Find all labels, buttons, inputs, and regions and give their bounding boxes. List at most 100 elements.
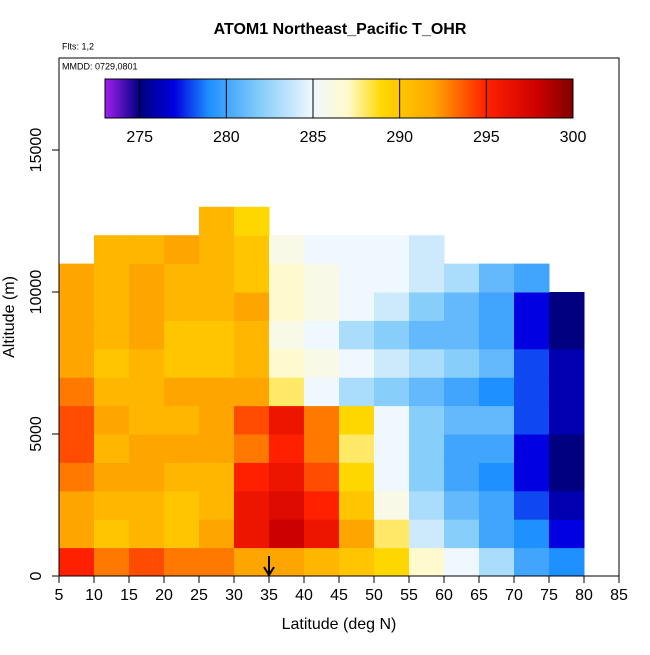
colorbar-tick-label: 295 (473, 129, 500, 146)
heatmap-cell (374, 320, 410, 350)
heatmap-cell (409, 434, 445, 463)
heatmap-cell (374, 263, 410, 293)
heatmap-cell (374, 235, 410, 265)
heatmap-cell (164, 519, 200, 549)
heatmap-cell (409, 292, 445, 321)
heatmap-cell (164, 263, 200, 293)
heatmap-cell (339, 462, 375, 492)
heatmap-cell (269, 235, 305, 265)
heatmap-cell (269, 405, 305, 435)
heatmap-cell (339, 348, 375, 378)
heatmap-cell (59, 434, 95, 463)
heatmap-cell (234, 462, 270, 492)
heatmap-cell (129, 519, 165, 549)
heatmap-cell (514, 462, 550, 492)
y-tick-label: 15000 (28, 128, 45, 173)
heatmap-cell (234, 490, 270, 520)
heatmap-cell (479, 405, 515, 435)
heatmap-cell (409, 547, 445, 577)
heatmap-cell (339, 377, 375, 407)
heatmap-cell (94, 348, 130, 378)
heatmap-cell (514, 292, 550, 321)
heatmap-cell (94, 490, 130, 520)
heatmap-cell (199, 235, 235, 265)
heatmap-cell (549, 320, 585, 350)
heatmap-cell (409, 519, 445, 549)
y-tick-label: 0 (28, 571, 45, 580)
x-tick-label: 80 (575, 587, 593, 604)
heatmap-cell (339, 320, 375, 350)
heatmap-cell (269, 320, 305, 350)
heatmap-cell (514, 547, 550, 577)
heatmap-cell (444, 263, 480, 293)
x-tick-label: 70 (505, 587, 523, 604)
heatmap-cell (164, 490, 200, 520)
heatmap-cell (164, 320, 200, 350)
annotation: Flts: 1,2 (62, 41, 94, 51)
heatmap-cell (269, 377, 305, 407)
heatmap-cell (59, 263, 95, 293)
x-tick-label: 55 (400, 587, 418, 604)
x-tick-label: 40 (295, 587, 313, 604)
heatmap-cell (514, 434, 550, 463)
heatmap-cell (374, 434, 410, 463)
heatmap-cell (129, 434, 165, 463)
heatmap-cell (94, 462, 130, 492)
heatmap-cell (409, 490, 445, 520)
x-tick-label: 45 (330, 587, 348, 604)
heatmap-cell (59, 490, 95, 520)
heatmap-cell (129, 263, 165, 293)
heatmap-cell (444, 519, 480, 549)
colorbar-tick-label: 300 (560, 129, 587, 146)
x-tick-label: 25 (190, 587, 208, 604)
heatmap-cell (199, 377, 235, 407)
heatmap-cell (269, 462, 305, 492)
heatmap-cell (234, 235, 270, 265)
heatmap-cell (479, 547, 515, 577)
heatmap-cell (374, 292, 410, 321)
heatmap-cell (199, 490, 235, 520)
heatmap-cell (549, 377, 585, 407)
heatmap-cell (164, 377, 200, 407)
heatmap-cell (514, 377, 550, 407)
heatmap-cell (444, 490, 480, 520)
colorbar-tick-label: 280 (213, 129, 240, 146)
heatmap-cell (94, 377, 130, 407)
heatmap-cell (514, 405, 550, 435)
heatmap-cell (479, 292, 515, 321)
heatmap-cell (199, 320, 235, 350)
heatmap-cell (339, 235, 375, 265)
heatmap-cell (444, 547, 480, 577)
heatmap-cell (479, 348, 515, 378)
heatmap-cell (549, 462, 585, 492)
heatmap-cell (94, 547, 130, 577)
heatmap-cell (339, 490, 375, 520)
heatmap-cell (444, 462, 480, 492)
heatmap-cell (479, 434, 515, 463)
heatmap-cell (199, 348, 235, 378)
heatmap-cell (94, 434, 130, 463)
heatmap-cell (304, 405, 340, 435)
heatmap-cell (94, 292, 130, 321)
heatmap-cell (129, 547, 165, 577)
heatmap-cell (479, 263, 515, 293)
heatmap-cell (199, 405, 235, 435)
heatmap-cell (234, 434, 270, 463)
heatmap-cell (374, 490, 410, 520)
heatmap-cell (409, 320, 445, 350)
heatmap-cell (514, 490, 550, 520)
heatmap-cell (234, 547, 270, 577)
heatmap-cell (409, 235, 445, 265)
heatmap-cell (409, 263, 445, 293)
marker-arrowhead (263, 566, 275, 577)
heatmap-cell (94, 235, 130, 265)
heatmap-cell (479, 320, 515, 350)
heatmap-cell (234, 320, 270, 350)
heatmap-cell (549, 547, 585, 577)
heatmap-cell (129, 377, 165, 407)
heatmap-cell (374, 547, 410, 577)
heatmap-cell (59, 405, 95, 435)
y-tick-label: 10000 (28, 270, 45, 315)
heatmap-cell (374, 519, 410, 549)
